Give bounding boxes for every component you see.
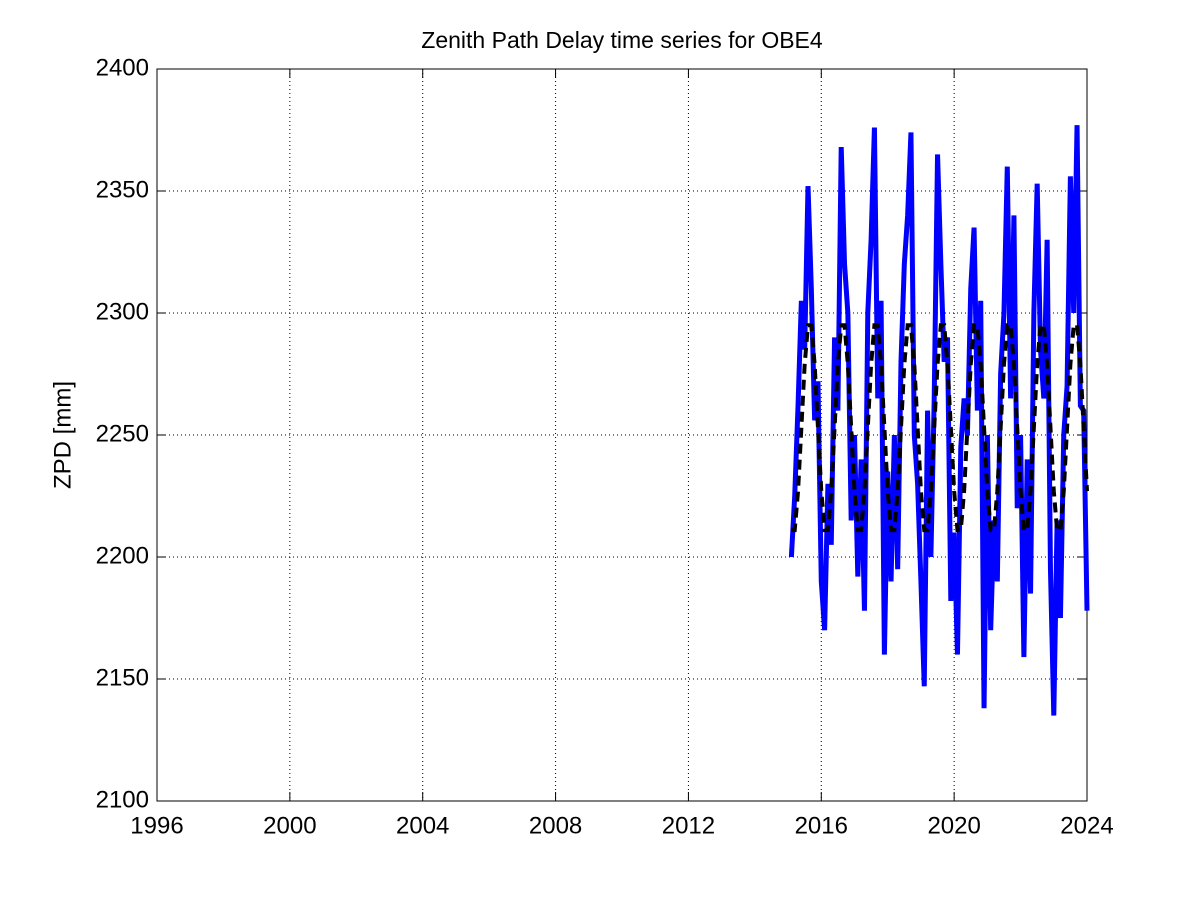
x-tick-label: 2024 (1060, 812, 1113, 839)
x-tick-label: 2000 (263, 812, 316, 839)
x-tick-label: 2020 (927, 812, 980, 839)
y-tick-label: 2100 (96, 786, 149, 813)
y-tick-label: 2400 (96, 54, 149, 81)
x-tick-label: 2008 (529, 812, 582, 839)
series-line (791, 323, 1089, 533)
y-tick-label: 2150 (96, 664, 149, 691)
chart-title: Zenith Path Delay time series for OBE4 (421, 27, 823, 53)
axes-box (156, 68, 1088, 802)
y-tick-label: 2250 (96, 420, 149, 447)
y-axis-label: ZPD [mm] (49, 381, 76, 489)
series-line (788, 125, 1090, 716)
x-tick-label: 2004 (396, 812, 449, 839)
y-tick-label: 2300 (96, 298, 149, 325)
y-tick-label: 2350 (96, 176, 149, 203)
x-tick-label: 2016 (795, 812, 848, 839)
x-tick-label: 2012 (662, 812, 715, 839)
x-tick-label: 1996 (130, 812, 183, 839)
y-tick-label: 2200 (96, 542, 149, 569)
